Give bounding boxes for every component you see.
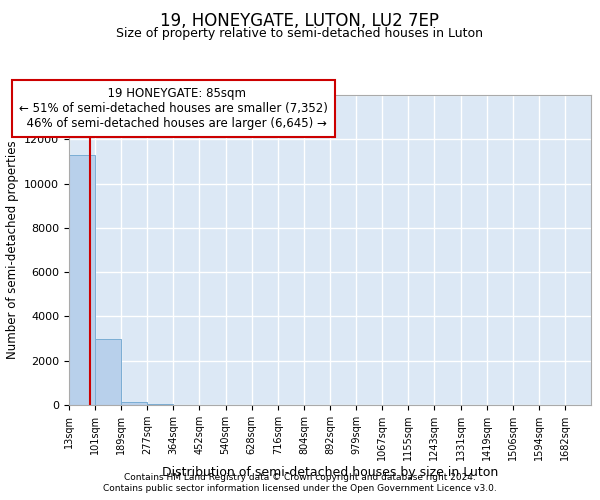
Y-axis label: Number of semi-detached properties: Number of semi-detached properties bbox=[5, 140, 19, 360]
Text: Size of property relative to semi-detached houses in Luton: Size of property relative to semi-detach… bbox=[116, 28, 484, 40]
Text: Contains HM Land Registry data © Crown copyright and database right 2024.: Contains HM Land Registry data © Crown c… bbox=[124, 472, 476, 482]
Bar bbox=[95, 338, 121, 405]
Bar bbox=[148, 404, 173, 405]
Text: 19 HONEYGATE: 85sqm
← 51% of semi-detached houses are smaller (7,352)
  46% of s: 19 HONEYGATE: 85sqm ← 51% of semi-detach… bbox=[19, 87, 328, 130]
X-axis label: Distribution of semi-detached houses by size in Luton: Distribution of semi-detached houses by … bbox=[162, 466, 498, 479]
Bar bbox=[121, 402, 148, 405]
Text: Contains public sector information licensed under the Open Government Licence v3: Contains public sector information licen… bbox=[103, 484, 497, 493]
Bar bbox=[69, 155, 95, 405]
Text: 19, HONEYGATE, LUTON, LU2 7EP: 19, HONEYGATE, LUTON, LU2 7EP bbox=[161, 12, 439, 30]
